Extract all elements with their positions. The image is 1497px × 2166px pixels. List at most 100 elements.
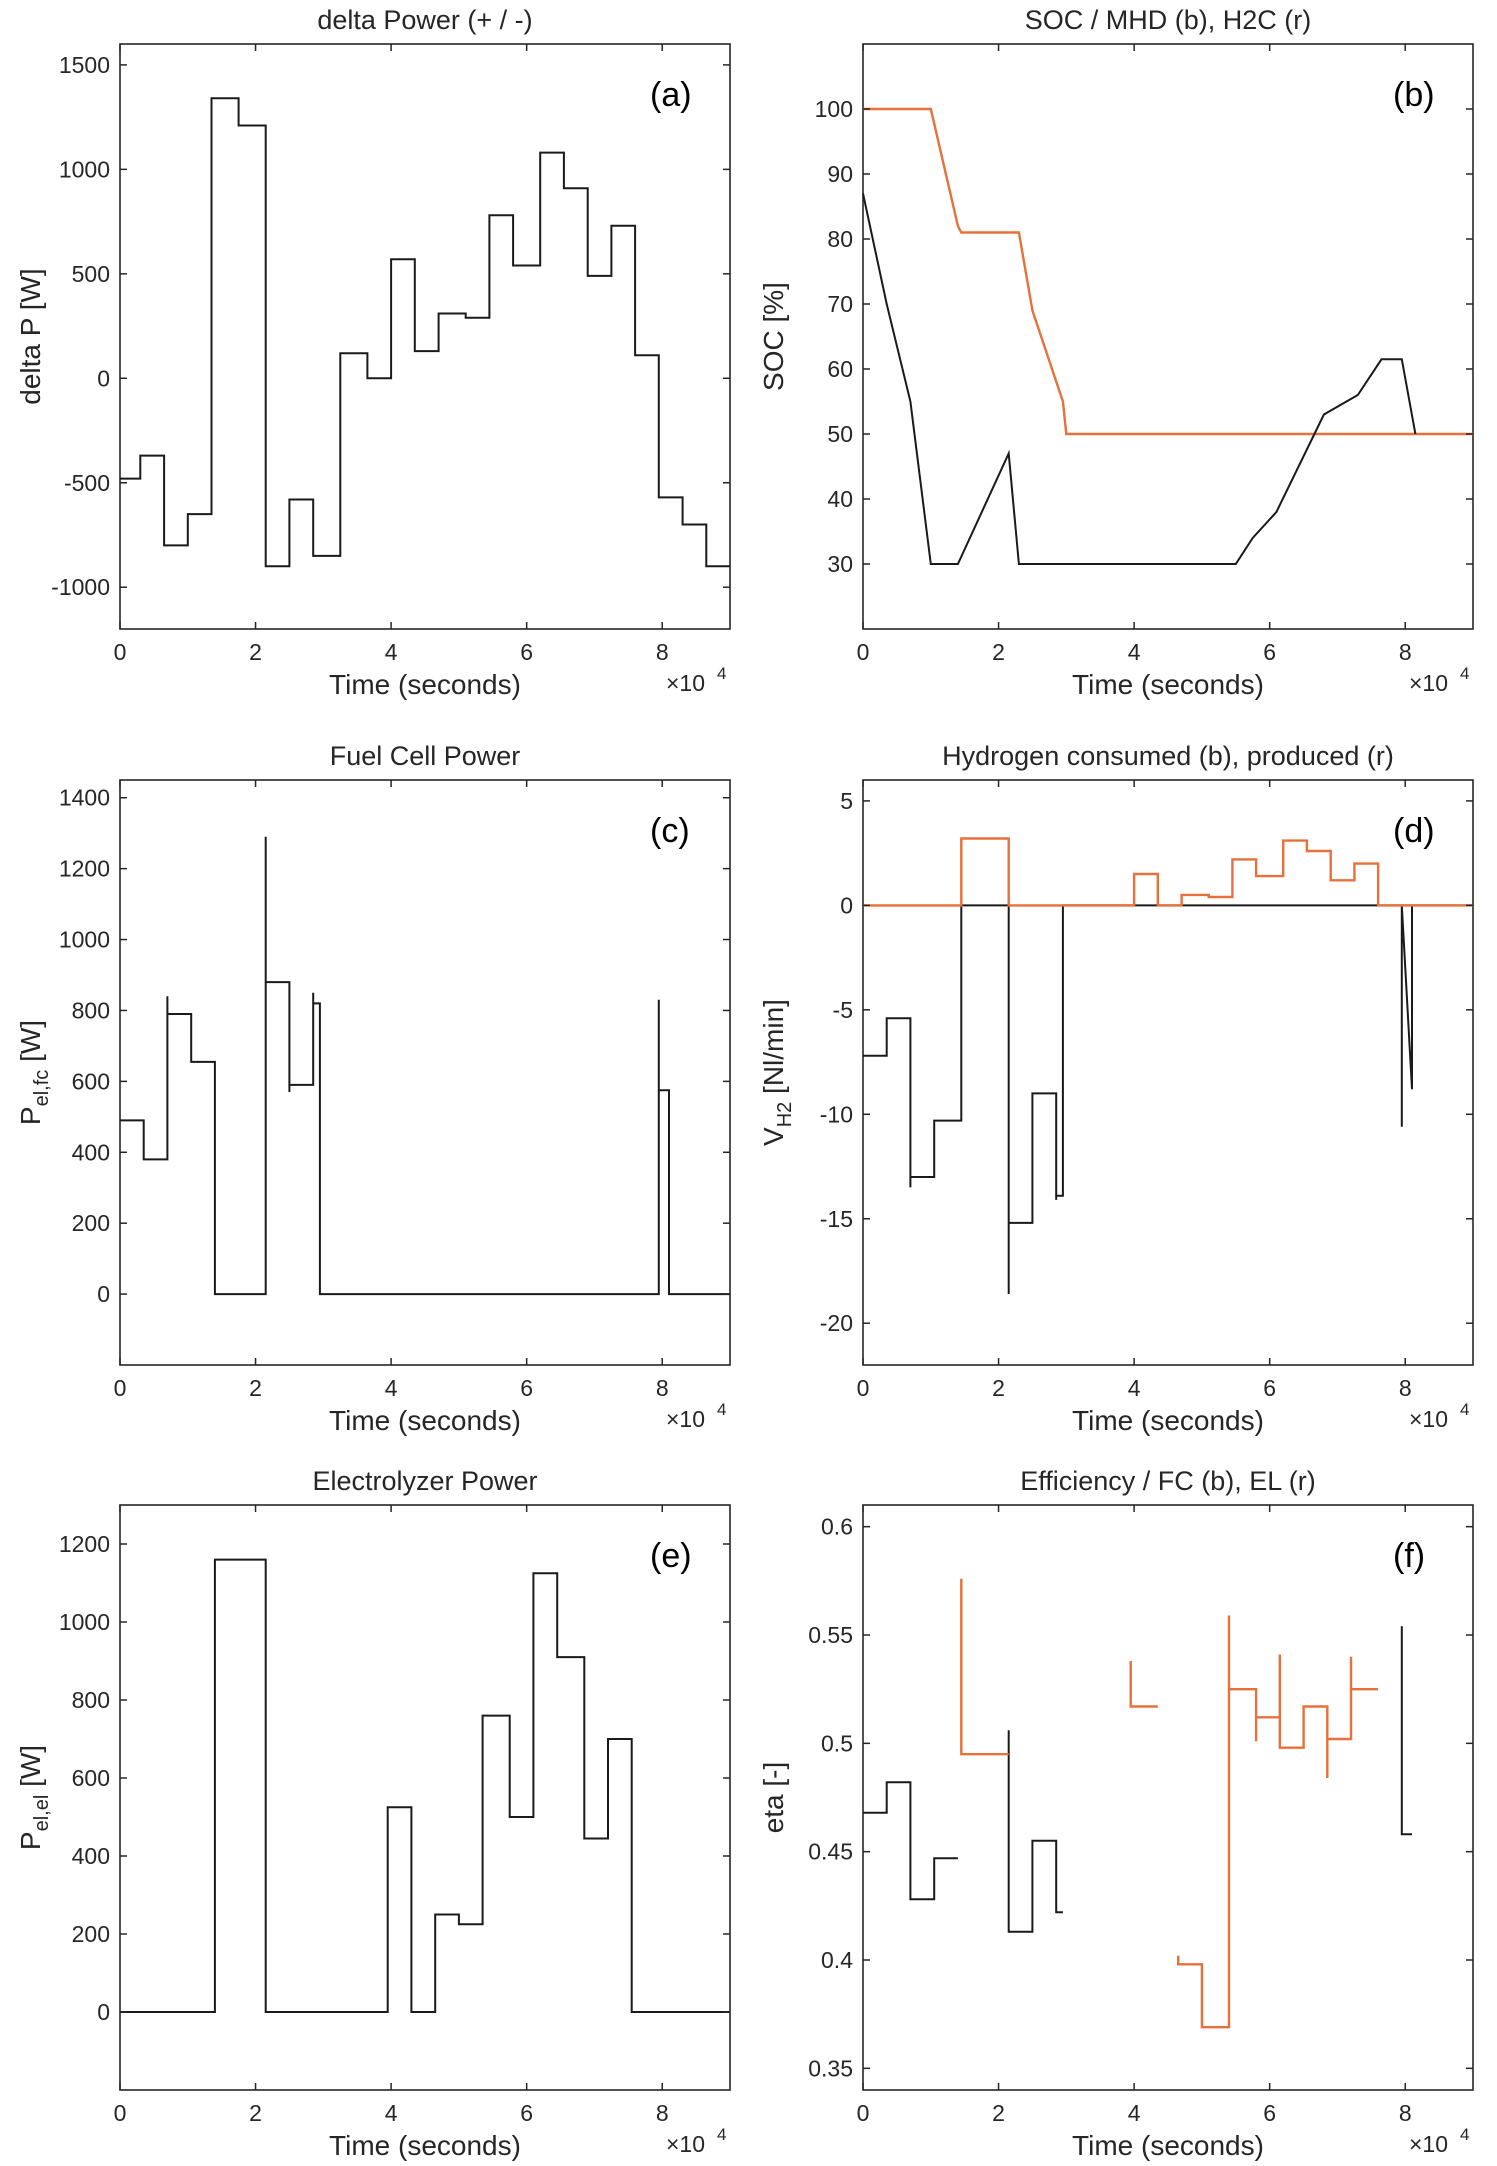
x-tick-label: 8 [656,639,669,665]
y-tick-label: 1200 [59,1531,110,1557]
panel-label: (b) [1393,76,1435,114]
plot-frame [862,43,1474,630]
series-line-0 [863,107,1473,436]
x-tick-label: 8 [656,2100,669,2126]
y-tick-label: 200 [72,1210,110,1236]
y-tick-label: 5 [840,788,853,814]
panel-label: (f) [1393,1537,1425,1575]
y-tick-label: 0.35 [808,2055,853,2081]
x-tick-label: 0 [114,1375,127,1401]
panel-label: (c) [650,812,690,850]
x-tick-label: 2 [992,639,1005,665]
y-tick-label: 80 [827,226,853,252]
x-exponent: 4 [717,1400,726,1419]
plot-frame [119,43,731,630]
panel-a: 0 2 4 6 8 -1000 -500 0 500 1000 1500 delta Power (+… [15,5,731,700]
plot-frame [862,779,1474,1366]
x-tick-label: 6 [1263,2100,1276,2126]
x-tick-label: 2 [992,1375,1005,1401]
x-axis-label: Time (seconds) [1072,2130,1264,2161]
series-line-0 [120,1558,730,2013]
x-tick-label: 0 [857,639,870,665]
y-tick-label: 1000 [59,927,110,953]
y-tick-label: -20 [820,1310,853,1336]
y-tick-label: 600 [72,1068,110,1094]
y-tick-label: 400 [72,1843,110,1869]
y-tick-label: 400 [72,1139,110,1165]
y-axis-label: delta P [W] [15,268,46,404]
y-axis-label: VH2 [Nl/min] [758,999,796,1146]
y-tick-label: -500 [64,470,110,496]
chart-title: delta Power (+ / -) [317,5,532,35]
x-tick-label: 8 [656,1375,669,1401]
panel-label: (d) [1393,812,1435,850]
y-tick-label: 30 [827,551,853,577]
y-tick-label: -5 [833,997,853,1023]
x-tick-label: 6 [520,639,533,665]
y-tick-label: -1000 [51,574,110,600]
x-tick-label: 0 [857,1375,870,1401]
plot-frame [862,1504,1474,2091]
y-tick-label: 1500 [59,52,110,78]
x-tick-label: 2 [249,639,262,665]
x-axis-label: Time (seconds) [329,1405,521,1436]
y-tick-label: 60 [827,356,853,382]
y-tick-label: 0.55 [808,1622,853,1648]
series-line-5 [1176,1615,1379,2029]
x-tick-label: 8 [1399,2100,1412,2126]
y-tick-label: 90 [827,161,853,187]
y-tick-label: 0.5 [821,1730,853,1756]
y-axis-label: Pel,el [W] [15,1745,53,1850]
series-line-0 [120,836,730,1296]
x-axis-label: Time (seconds) [1072,669,1264,700]
x-exponent: 4 [717,664,726,683]
y-tick-label: 800 [72,997,110,1023]
panel-c: 0 2 4 6 8 0 200 400 600 800 1000 1200 1400 Fuel Cell … [15,741,731,1436]
x-tick-label: 4 [1128,1375,1141,1401]
x-exponent: 4 [1460,664,1469,683]
x-multiplier: ×10 [666,1406,705,1432]
y-tick-label: 800 [72,1687,110,1713]
series-line-0 [120,97,730,568]
y-tick-label: 50 [827,421,853,447]
x-tick-label: 0 [857,2100,870,2126]
panel-f: 0 2 4 6 8 0.35 0.4 0.45 0.5 0.55 0.6 Efficiency / F… [758,1466,1474,2161]
chart-title: Hydrogen consumed (b), produced (r) [942,741,1394,771]
y-tick-label: 1200 [59,856,110,882]
x-tick-label: 4 [1128,2100,1141,2126]
series-line-4 [1129,1661,1158,1708]
series-line-2 [863,837,1473,907]
x-tick-label: 8 [1399,1375,1412,1401]
chart-title: Efficiency / FC (b), EL (r) [1020,1466,1316,1496]
x-tick-label: 4 [385,2100,398,2126]
x-exponent: 4 [717,2125,726,2144]
y-tick-label: 1400 [59,785,110,811]
x-tick-label: 8 [1399,639,1412,665]
y-tick-label: 40 [827,486,853,512]
series-line-0 [863,1781,958,1901]
chart-title: Electrolyzer Power [312,1466,537,1496]
y-tick-label: 0.45 [808,1839,853,1865]
x-tick-label: 4 [385,639,398,665]
chart-title: SOC / MHD (b), H2C (r) [1025,5,1312,35]
y-axis-label: Pel,fc [W] [15,1020,53,1125]
x-tick-label: 2 [249,1375,262,1401]
plot-frame [119,779,731,1366]
series-line-1 [1007,1730,1063,1933]
chart-title: Fuel Cell Power [330,741,521,771]
x-tick-label: 6 [1263,639,1276,665]
y-tick-label: 0 [840,892,853,918]
x-exponent: 4 [1460,2125,1469,2144]
x-axis-label: Time (seconds) [329,669,521,700]
y-tick-label: 0 [97,1281,110,1307]
series-line-0 [863,904,1473,1294]
y-tick-label: 0.6 [821,1514,853,1540]
series-line-3 [960,1578,1009,1756]
y-tick-label: 1000 [59,1609,110,1635]
panel-e: 0 2 4 6 8 0 200 400 600 800 1000 1200 Electrolyzer P… [15,1466,731,2161]
x-multiplier: ×10 [666,2131,705,2157]
x-tick-label: 2 [249,2100,262,2126]
y-axis-label: eta [-] [758,1762,789,1834]
x-multiplier: ×10 [1409,670,1448,696]
y-tick-label: -15 [820,1206,853,1232]
